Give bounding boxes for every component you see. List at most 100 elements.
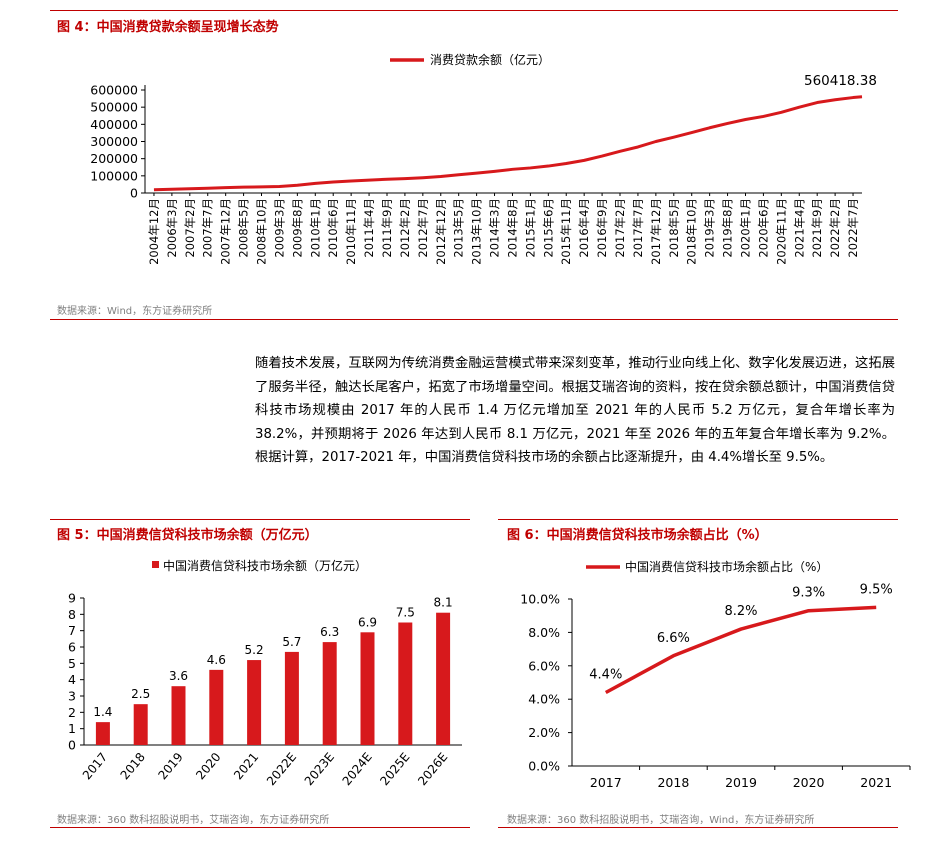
figure5-y-tick-label: 7 [68, 623, 76, 638]
figure4-y-tick-label: 500000 [90, 100, 138, 115]
figure6-data-label: 4.4% [589, 668, 622, 683]
figure5-bar [133, 704, 148, 745]
figure4-x-tick-label: 2008年5月 [237, 198, 251, 258]
figure4-x-tick-label: 2020年1月 [738, 198, 752, 258]
figure6-y-tick-label: 0.0% [528, 759, 560, 774]
figure5-bar [284, 651, 299, 745]
figure6-y-tick-label: 8.0% [528, 625, 560, 640]
figure4-x-tick-label: 2022年7月 [846, 198, 860, 258]
figure6-series-line [604, 605, 877, 695]
figure5-bar [171, 686, 186, 745]
figure5-bottom-rule [50, 827, 470, 828]
figure5-top-rule [50, 519, 470, 520]
figure4-x-tick-label: 2019年3月 [703, 198, 717, 258]
figure5-y-tick-label: 6 [68, 640, 76, 655]
figure4-x-tick-label: 2012年7月 [416, 198, 430, 258]
figure6-data-label: 8.2% [724, 604, 757, 619]
figure5-bar [95, 722, 110, 745]
figure5-data-label: 8.1 [434, 596, 453, 610]
figure4-max-label: 560418.38 [804, 73, 877, 89]
figure4-x-tick-label: 2010年1月 [308, 198, 322, 258]
figure4-x-tick-label: 2008年10月 [255, 198, 269, 265]
figure4-x-tick-label: 2009年3月 [272, 198, 286, 258]
figure5-title: 图 5：中国消费信贷科技市场余额（万亿元） [57, 528, 318, 543]
figure5-legend-swatch [152, 561, 159, 568]
figure4-x-tick-label: 2015年11月 [559, 198, 573, 265]
figure6-data-label: 9.3% [792, 586, 825, 601]
figure6-y-tick-label: 10.0% [520, 592, 560, 607]
figure4-x-tick-label: 2013年10月 [470, 198, 484, 265]
figure6-data-label: 9.5% [860, 582, 893, 597]
figure5-legend-label: 中国消费信贷科技市场余额（万亿元） [163, 558, 367, 573]
figure4-y-tick-label: 0 [130, 186, 138, 201]
figure5-source: 数据来源：360 数科招股说明书，艾瑞咨询，东方证券研究所 [57, 815, 330, 826]
figure4-x-tick-label: 2018年10月 [685, 198, 699, 265]
figure5-y-tick-label: 0 [68, 738, 76, 753]
figure4-x-tick-label: 2010年11月 [344, 198, 358, 265]
figure4-x-tick-label: 2010年6月 [326, 198, 340, 258]
figure6-source: 数据来源：360 数科招股说明书，艾瑞咨询，Wind，东方证券研究所 [507, 815, 815, 826]
figure5-data-label: 6.9 [358, 615, 377, 629]
figure4-x-tick-label: 2020年6月 [756, 198, 770, 258]
figure6-x-tick-label: 2020 [793, 775, 825, 790]
figure5-y-tick-label: 5 [68, 656, 76, 671]
figure4-x-tick-label: 2015年1月 [523, 198, 537, 258]
figure6-x-tick-label: 2019 [725, 775, 757, 790]
figure4-x-tick-label: 2015年6月 [541, 198, 555, 258]
figure4-x-tick-label: 2018年5月 [667, 198, 681, 258]
figure6-x-tick-label: 2017 [590, 775, 622, 790]
figure5-bar [322, 642, 337, 745]
figure5-y-tick-label: 3 [68, 689, 76, 704]
figure4-y-tick-label: 400000 [90, 117, 138, 132]
figure5-data-label: 3.6 [169, 669, 188, 683]
figure6-y-tick-label: 6.0% [528, 658, 560, 673]
figure5-data-label: 1.4 [93, 705, 112, 719]
figure4-x-tick-label: 2006年3月 [165, 198, 179, 258]
figure4-x-tick-label: 2007年12月 [219, 198, 233, 265]
figure4-x-tick-label: 2017年12月 [649, 198, 663, 265]
figure5-y-tick-label: 8 [68, 607, 76, 622]
figure4-x-tick-label: 2013年5月 [452, 198, 466, 258]
figure6-data-label: 6.6% [657, 631, 690, 646]
figure4-x-tick-label: 2004年12月 [147, 198, 161, 265]
figure4-x-tick-label: 2021年9月 [810, 198, 824, 258]
figure4-x-tick-label: 2014年3月 [488, 198, 502, 258]
figure6-x-tick-label: 2018 [657, 775, 689, 790]
figure5-y-tick-label: 4 [68, 672, 76, 687]
figure4-top-rule [50, 10, 898, 11]
figure5-y-tick-label: 9 [68, 591, 76, 606]
figure5-bar [247, 660, 262, 745]
figure5-data-label: 2.5 [131, 687, 150, 701]
figure4-legend-label: 消费贷款余额（亿元） [430, 52, 550, 67]
figure4-title: 图 4：中国消费贷款余额呈现增长态势 [57, 20, 279, 35]
figure4-x-tick-label: 2021年4月 [792, 198, 806, 258]
figure4-x-tick-label: 2014年8月 [505, 198, 519, 258]
figure4-x-tick-label: 2017年7月 [631, 198, 645, 258]
figure4-x-tick-label: 2009年8月 [290, 198, 304, 258]
figure6-y-tick-label: 4.0% [528, 692, 560, 707]
figure4-y-tick-label: 600000 [90, 83, 138, 98]
figure6-legend-label: 中国消费信贷科技市场余额占比（%） [625, 559, 828, 574]
figure4-x-tick-label: 2016年9月 [595, 198, 609, 258]
figure6-x-tick-label: 2021 [860, 775, 892, 790]
figure4-x-tick-label: 2012年2月 [398, 198, 412, 258]
body-paragraph: 随着技术发展，互联网为传统消费金融运营模式带来深刻变革，推动行业向线上化、数字化… [255, 356, 895, 465]
figure4-x-tick-label: 2007年2月 [183, 198, 197, 258]
figure6-top-rule [498, 519, 898, 520]
figure4-x-tick-label: 2011年4月 [362, 198, 376, 258]
figure4-x-tick-label: 2007年7月 [201, 198, 215, 258]
figure6-bottom-rule [498, 827, 898, 828]
figure4-x-tick-label: 2022年2月 [828, 198, 842, 258]
figure5-data-label: 6.3 [320, 625, 339, 639]
figure4-x-tick-label: 2019年8月 [721, 198, 735, 258]
figure6-y-tick-label: 2.0% [528, 725, 560, 740]
figure6-title: 图 6：中国消费信贷科技市场余额占比（%） [507, 528, 768, 543]
figure5-data-label: 7.5 [396, 606, 415, 620]
figure5-y-tick-label: 1 [68, 721, 76, 736]
figure4-bottom-rule [50, 319, 898, 320]
figure4-x-tick-label: 2012年12月 [434, 198, 448, 265]
figure4-x-tick-label: 2020年11月 [774, 198, 788, 265]
figure5-bar [436, 612, 451, 745]
